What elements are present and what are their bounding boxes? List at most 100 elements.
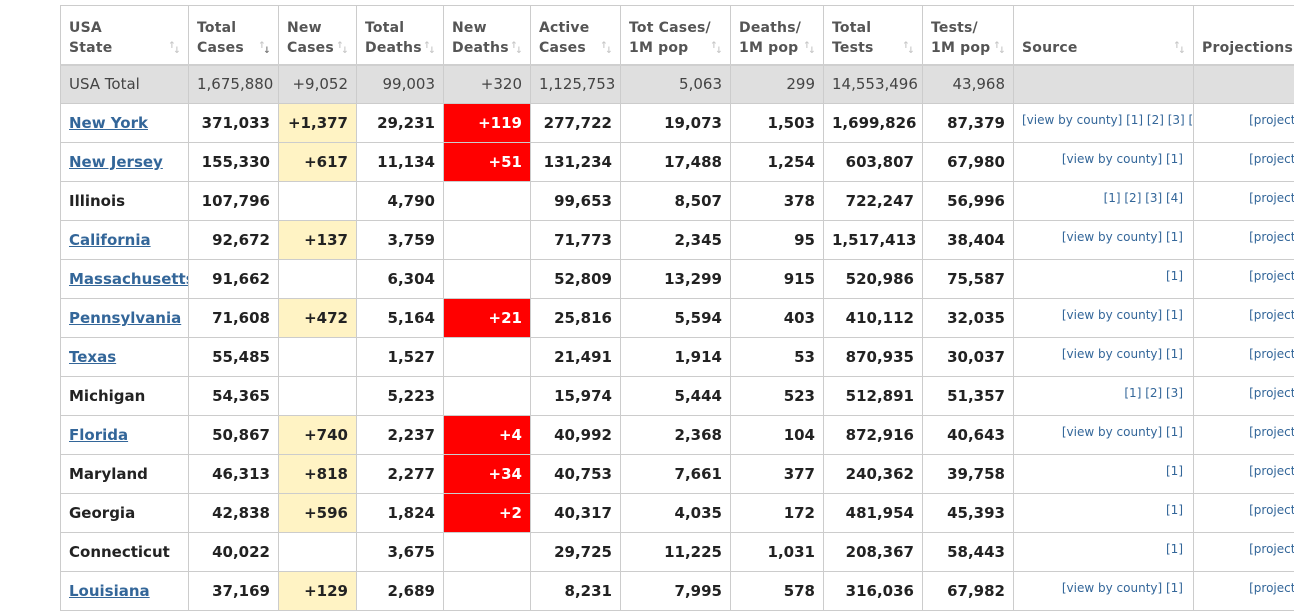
source-cell: [1] [2] [3] bbox=[1014, 377, 1194, 416]
state-cell: Georgia bbox=[61, 494, 189, 533]
state-link[interactable]: Massachusetts bbox=[69, 270, 189, 288]
tests-per-1m-cell: 38,404 bbox=[923, 221, 1014, 260]
projections-link[interactable]: [projections bbox=[1249, 152, 1294, 166]
header-row: USA State↑↓Total Cases↑↓New Cases↑↓Total… bbox=[61, 6, 1294, 65]
projections-link[interactable]: [projections bbox=[1249, 113, 1294, 127]
source-cell: [view by county] [1] bbox=[1014, 338, 1194, 377]
state-link[interactable]: New York bbox=[69, 114, 148, 132]
total-total-tests: 14,553,496 bbox=[824, 65, 923, 104]
deaths-per-1m-cell: 378 bbox=[731, 182, 824, 221]
source-links[interactable]: [view by county] [1] bbox=[1062, 581, 1183, 595]
total-cases-cell: 42,838 bbox=[189, 494, 279, 533]
column-header-5[interactable]: Active Cases↑↓ bbox=[531, 6, 621, 65]
new-deaths-cell: +4 bbox=[444, 416, 531, 455]
sort-arrows-icon[interactable]: ↑↓ bbox=[709, 42, 722, 56]
column-header-1[interactable]: Total Cases↑↓ bbox=[189, 6, 279, 65]
total-cases-cell: 155,330 bbox=[189, 143, 279, 182]
state-link[interactable]: New Jersey bbox=[69, 153, 163, 171]
source-links[interactable]: [view by county] [1] bbox=[1062, 425, 1183, 439]
sort-arrows-icon[interactable]: ↑↓ bbox=[901, 42, 914, 56]
projections-link[interactable]: [projections bbox=[1249, 308, 1294, 322]
new-cases-cell: +596 bbox=[279, 494, 357, 533]
projection-cell: [projections bbox=[1194, 377, 1294, 416]
column-header-10[interactable]: Source↑↓ bbox=[1014, 6, 1194, 65]
projections-link[interactable]: [projections bbox=[1249, 503, 1294, 517]
column-header-11[interactable]: Projections↑↓ bbox=[1194, 6, 1294, 65]
projections-link[interactable]: [projections bbox=[1249, 347, 1294, 361]
total-cases-cell: 37,169 bbox=[189, 572, 279, 611]
source-cell: [view by county] [1] bbox=[1014, 572, 1194, 611]
total-tests-cell: 512,891 bbox=[824, 377, 923, 416]
projections-link[interactable]: [projections bbox=[1249, 230, 1294, 244]
sort-arrows-icon[interactable]: ↑↓ bbox=[257, 42, 270, 56]
state-link[interactable]: Texas bbox=[69, 348, 116, 366]
source-cell: [view by county] [1] bbox=[1014, 143, 1194, 182]
column-header-9[interactable]: Tests/ 1M pop↑↓ bbox=[923, 6, 1014, 65]
projection-cell: [projections bbox=[1194, 338, 1294, 377]
state-link[interactable]: Louisiana bbox=[69, 582, 150, 600]
sort-arrows-icon[interactable]: ↑↓ bbox=[509, 42, 522, 56]
tests-per-1m-cell: 39,758 bbox=[923, 455, 1014, 494]
tests-per-1m-cell: 32,035 bbox=[923, 299, 1014, 338]
column-header-2[interactable]: New Cases↑↓ bbox=[279, 6, 357, 65]
projections-link[interactable]: [projections bbox=[1249, 581, 1294, 595]
source-links[interactable]: [view by county] [1] bbox=[1062, 347, 1183, 361]
sort-arrows-icon[interactable]: ↑↓ bbox=[992, 42, 1005, 56]
tests-per-1m-cell: 58,443 bbox=[923, 533, 1014, 572]
source-links[interactable]: [1] bbox=[1166, 503, 1183, 517]
source-cell: [1] bbox=[1014, 533, 1194, 572]
new-cases-cell: +617 bbox=[279, 143, 357, 182]
column-header-8[interactable]: Total Tests↑↓ bbox=[824, 6, 923, 65]
column-header-0[interactable]: USA State↑↓ bbox=[61, 6, 189, 65]
column-header-3[interactable]: Total Deaths↑↓ bbox=[357, 6, 444, 65]
projections-link[interactable]: [projections bbox=[1249, 542, 1294, 556]
source-links[interactable]: [view by county] [1] bbox=[1062, 308, 1183, 322]
source-links[interactable]: [1] bbox=[1166, 542, 1183, 556]
state-link[interactable]: Florida bbox=[69, 426, 128, 444]
column-header-4[interactable]: New Deaths↑↓ bbox=[444, 6, 531, 65]
sort-arrows-icon[interactable]: ↑↓ bbox=[167, 42, 180, 56]
new-deaths-cell: +51 bbox=[444, 143, 531, 182]
new-deaths-cell bbox=[444, 182, 531, 221]
cases-per-1m-cell: 2,368 bbox=[621, 416, 731, 455]
source-links[interactable]: [1] [2] [3] [4] bbox=[1104, 191, 1183, 205]
tests-per-1m-cell: 67,982 bbox=[923, 572, 1014, 611]
cases-per-1m-cell: 7,995 bbox=[621, 572, 731, 611]
source-links[interactable]: [view by county] [1] [2] [3] [4] bbox=[1022, 113, 1194, 127]
projections-link[interactable]: [projections bbox=[1249, 386, 1294, 400]
source-links[interactable]: [view by county] [1] bbox=[1062, 152, 1183, 166]
active-cases-cell: 99,653 bbox=[531, 182, 621, 221]
total-cases-cell: 50,867 bbox=[189, 416, 279, 455]
column-header-6[interactable]: Tot Cases/ 1M pop↑↓ bbox=[621, 6, 731, 65]
total-deaths-cell: 1,824 bbox=[357, 494, 444, 533]
tests-per-1m-cell: 75,587 bbox=[923, 260, 1014, 299]
projections-link[interactable]: [projections bbox=[1249, 269, 1294, 283]
projection-cell: [projections bbox=[1194, 533, 1294, 572]
source-cell: [view by county] [1] [2] [3] [4] bbox=[1014, 104, 1194, 143]
state-link[interactable]: Pennsylvania bbox=[69, 309, 181, 327]
tests-per-1m-cell: 87,379 bbox=[923, 104, 1014, 143]
state-link[interactable]: California bbox=[69, 231, 151, 249]
total-total-cases: 1,675,880 bbox=[189, 65, 279, 104]
sort-arrows-icon[interactable]: ↑↓ bbox=[1172, 42, 1185, 56]
usa-states-table: USA State↑↓Total Cases↑↓New Cases↑↓Total… bbox=[60, 5, 1294, 611]
source-links[interactable]: [1] [2] [3] bbox=[1124, 386, 1183, 400]
source-links[interactable]: [1] bbox=[1166, 269, 1183, 283]
projections-link[interactable]: [projections bbox=[1249, 425, 1294, 439]
sort-arrows-icon[interactable]: ↑↓ bbox=[599, 42, 612, 56]
sort-arrows-icon[interactable]: ↑↓ bbox=[335, 42, 348, 56]
source-links[interactable]: [view by county] [1] bbox=[1062, 230, 1183, 244]
projections-link[interactable]: [projections bbox=[1249, 191, 1294, 205]
total-projection-cell bbox=[1194, 65, 1294, 104]
cases-per-1m-cell: 1,914 bbox=[621, 338, 731, 377]
sort-arrows-icon[interactable]: ↑↓ bbox=[802, 42, 815, 56]
active-cases-cell: 25,816 bbox=[531, 299, 621, 338]
column-header-7[interactable]: Deaths/ 1M pop↑↓ bbox=[731, 6, 824, 65]
source-links[interactable]: [1] bbox=[1166, 464, 1183, 478]
projections-link[interactable]: [projections bbox=[1249, 464, 1294, 478]
sort-arrows-icon[interactable]: ↑↓ bbox=[422, 42, 435, 56]
